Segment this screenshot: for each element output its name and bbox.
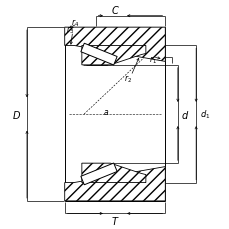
Polygon shape	[82, 46, 145, 65]
Polygon shape	[64, 167, 165, 201]
Text: $r_3$: $r_3$	[66, 25, 74, 36]
Text: $D$: $D$	[12, 109, 21, 120]
Polygon shape	[81, 163, 117, 185]
Text: $T$: $T$	[110, 214, 119, 226]
Polygon shape	[64, 28, 165, 62]
Text: $d_1$: $d_1$	[199, 108, 210, 121]
Text: $r_2$: $r_2$	[124, 73, 132, 85]
Polygon shape	[81, 44, 117, 66]
Polygon shape	[82, 164, 145, 183]
Text: $r_4$: $r_4$	[71, 17, 79, 29]
Text: $r_1$: $r_1$	[149, 54, 157, 65]
Text: $C$: $C$	[110, 4, 119, 16]
Text: $d$: $d$	[180, 109, 188, 120]
Text: $B$: $B$	[98, 48, 104, 59]
Text: $a$: $a$	[102, 108, 109, 117]
